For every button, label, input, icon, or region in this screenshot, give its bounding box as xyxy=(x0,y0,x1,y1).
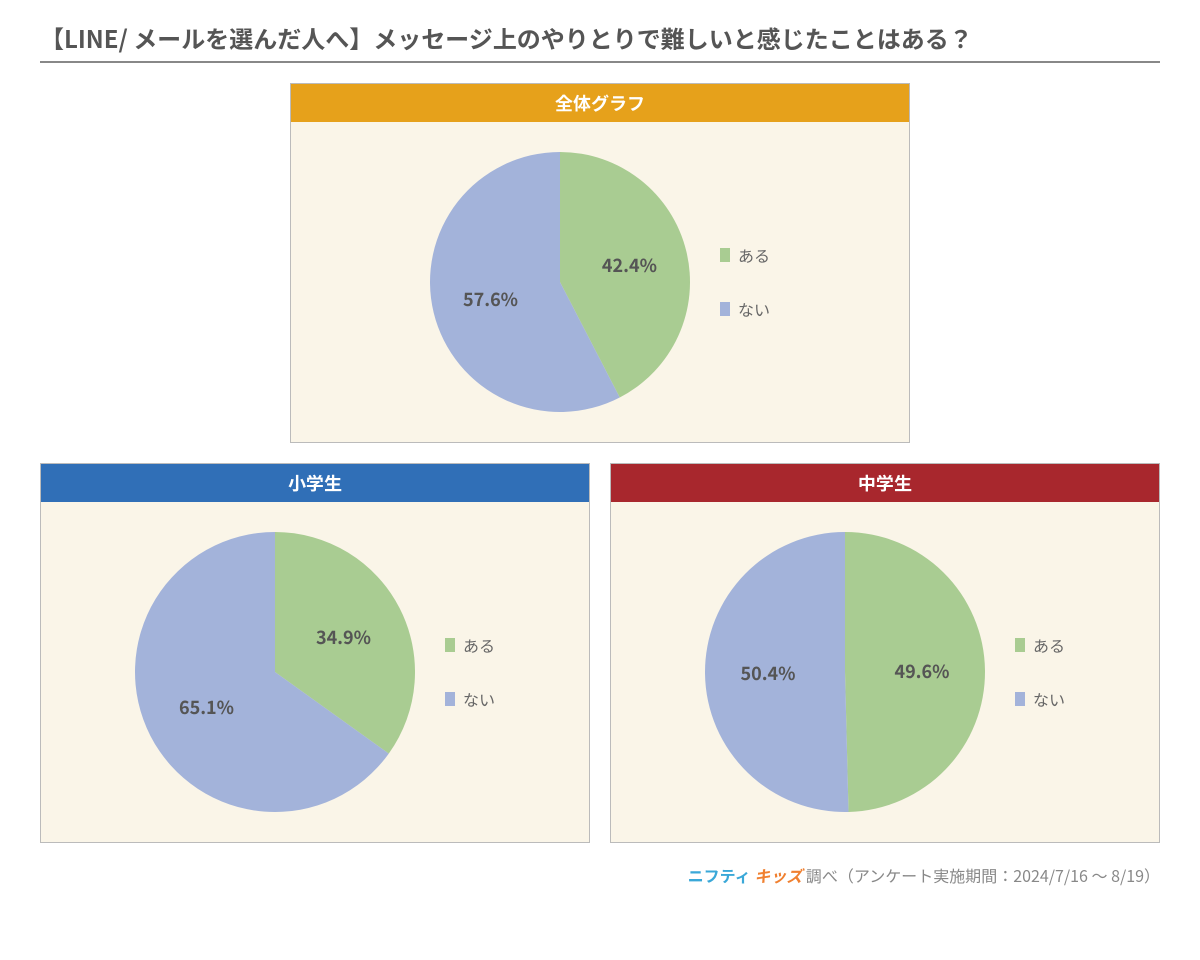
pie-label-yes: 42.4% xyxy=(602,252,657,278)
pie-label-yes: 49.6% xyxy=(894,658,949,684)
legend-item-no: ない xyxy=(1015,687,1065,711)
legend-swatch-yes xyxy=(720,248,730,262)
chart-elementary-header: 小学生 xyxy=(41,464,589,502)
legend-label-no: ない xyxy=(738,297,770,321)
pie-label-yes: 34.9% xyxy=(316,624,371,650)
page-title: 【LINE/ メールを選んだ人へ】メッセージ上のやりとりで難しいと感じたことはあ… xyxy=(40,20,1160,63)
brand-nifty: ニフティ xyxy=(688,863,751,887)
pie-label-no: 50.4% xyxy=(740,660,795,686)
legend-item-yes: ある xyxy=(1015,633,1065,657)
chart-overall-body: 42.4% 57.6% あるない xyxy=(291,122,909,442)
pie-svg xyxy=(135,532,415,812)
legend-elementary: あるない xyxy=(445,633,495,711)
pie-junior: 49.6% 50.4% xyxy=(705,532,985,812)
legend-label-yes: ある xyxy=(738,243,770,267)
legend-label-yes: ある xyxy=(463,633,495,657)
chart-overall-header: 全体グラフ xyxy=(291,84,909,122)
legend-label-no: ない xyxy=(1033,687,1065,711)
chart-elementary: 小学生 34.9% 65.1% あるない xyxy=(40,463,590,843)
chart-overall: 全体グラフ 42.4% 57.6% あるない xyxy=(290,83,910,443)
legend-junior: あるない xyxy=(1015,633,1065,711)
legend-swatch-yes xyxy=(445,638,455,652)
chart-junior: 中学生 49.6% 50.4% あるない xyxy=(610,463,1160,843)
pie-label-no: 65.1% xyxy=(179,694,234,720)
legend-item-no: ない xyxy=(720,297,770,321)
legend-item-yes: ある xyxy=(720,243,770,267)
legend-swatch-yes xyxy=(1015,638,1025,652)
pie-label-no: 57.6% xyxy=(463,286,518,312)
top-row: 全体グラフ 42.4% 57.6% あるない xyxy=(40,83,1160,443)
legend-swatch-no xyxy=(1015,692,1025,706)
pie-elementary: 34.9% 65.1% xyxy=(135,532,415,812)
chart-junior-body: 49.6% 50.4% あるない xyxy=(611,502,1159,842)
legend-swatch-no xyxy=(445,692,455,706)
pie-svg xyxy=(430,152,690,412)
legend-item-yes: ある xyxy=(445,633,495,657)
legend-label-no: ない xyxy=(463,687,495,711)
pie-overall: 42.4% 57.6% xyxy=(430,152,690,412)
footer-credit: ニフティ キッズ 調べ（アンケート実施期間：2024/7/16 ～ 8/19） xyxy=(40,863,1160,887)
footer-text: 調べ（アンケート実施期間：2024/7/16 ～ 8/19） xyxy=(806,863,1160,887)
brand-kids: キッズ xyxy=(754,863,802,887)
legend-item-no: ない xyxy=(445,687,495,711)
legend-label-yes: ある xyxy=(1033,633,1065,657)
chart-elementary-body: 34.9% 65.1% あるない xyxy=(41,502,589,842)
chart-junior-header: 中学生 xyxy=(611,464,1159,502)
legend-overall: あるない xyxy=(720,243,770,321)
legend-swatch-no xyxy=(720,302,730,316)
bottom-row: 小学生 34.9% 65.1% あるない 中学生 49.6% 50.4% あるない xyxy=(40,463,1160,843)
